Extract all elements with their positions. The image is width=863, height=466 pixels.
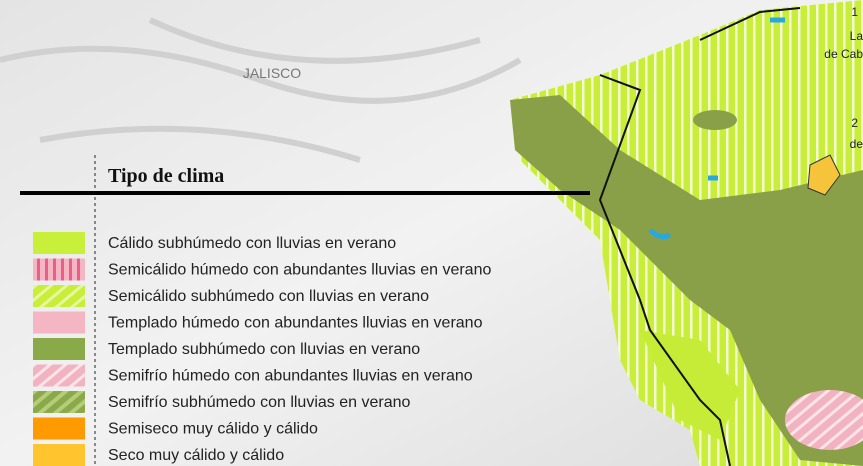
legend-swatch bbox=[33, 418, 85, 440]
edge-label: La bbox=[850, 29, 863, 43]
legend-swatch bbox=[33, 338, 85, 360]
edge-label: 1 bbox=[851, 5, 858, 19]
legend-swatch bbox=[33, 285, 85, 307]
legend-label: Semifrío húmedo con abundantes lluvias e… bbox=[108, 368, 473, 385]
legend-label: Semicálido húmedo con abundantes lluvias… bbox=[108, 262, 491, 279]
legend-swatch bbox=[33, 232, 85, 254]
legend-swatch bbox=[33, 365, 85, 387]
climate-zone bbox=[693, 110, 737, 130]
legend-title: Tipo de clima bbox=[108, 165, 224, 187]
map: JALISCO 1 La de Cab 2 de Tipo de clima C… bbox=[0, 0, 863, 466]
legend-label: Semiseco muy cálido y cálido bbox=[108, 421, 318, 438]
legend-swatch bbox=[33, 312, 85, 334]
legend-swatch bbox=[33, 259, 85, 281]
edge-label: 2 bbox=[851, 116, 858, 130]
legend-label: Templado subhúmedo con lluvias en verano bbox=[108, 341, 420, 358]
legend-label: Semifrío subhúmedo con lluvias en verano bbox=[108, 394, 410, 411]
legend-label: Cálido subhúmedo con lluvias en verano bbox=[108, 235, 396, 252]
legend-label: Semicálido subhúmedo con lluvias en vera… bbox=[108, 288, 429, 305]
legend-label: Templado húmedo con abundantes lluvias e… bbox=[108, 315, 483, 332]
legend-swatch bbox=[33, 444, 85, 466]
state-label: JALISCO bbox=[243, 65, 301, 81]
legend-label: Seco muy cálido y cálido bbox=[108, 447, 284, 464]
legend-swatch bbox=[33, 391, 85, 413]
edge-label: de bbox=[850, 137, 863, 151]
edge-label: de Cab bbox=[824, 47, 863, 61]
